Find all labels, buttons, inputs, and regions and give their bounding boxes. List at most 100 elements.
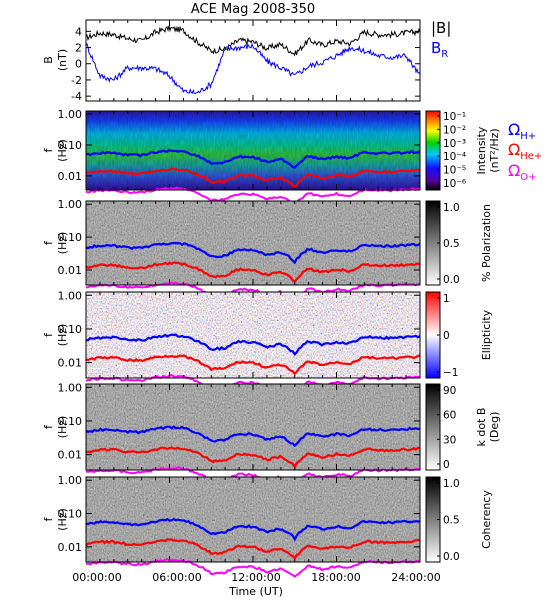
spectrogram-texture [86,384,420,470]
cyclotron-line-He-plus [85,261,421,283]
y-axis-label: f [42,240,55,245]
colorbar-title: Ellipticity [480,309,493,360]
colorbar-tick-label: 10⁻² [443,124,466,136]
cyclotron-line-H-plus [85,517,421,542]
y-tick-label: -2 [71,74,82,87]
spectrogram-ellipticity: 1.00 0.10 0.01 f (Hz) 1 0 −1 Ellipticity [42,289,493,397]
legend-cyclotron: ΩH+ΩHe+ΩO+ [508,120,542,183]
y-tick-label: 1.00 [58,381,83,394]
cyclotron-line-He-plus [85,167,421,189]
cyclotron-line-H-plus [85,241,421,265]
spectrogram-polarization: 1.00 0.10 0.01 f (Hz) 1.0 0.5 0.0 % Polarization [42,198,493,301]
colorbar-subtitle: (Deg) [488,412,501,443]
spectrogram-texture [86,477,420,562]
panel-b-bg [86,20,420,101]
y-tick-label: 0.10 [58,139,83,152]
y-axis-unit: (Hz) [56,232,69,255]
colorbar-tick-label: 0 [443,459,450,471]
y-tick-label: 0.01 [58,170,83,183]
colorbar-title: % Polarization [480,204,493,282]
legend-entry-O-plus: ΩO+ [508,161,536,183]
y-tick-label: 1.00 [58,198,83,211]
y-tick-label: 1.00 [58,289,83,302]
spectrogram-kdotb: 1.00 0.10 0.01 f (Hz) 90 60 30 0 k dot B (Deg) [42,381,501,487]
colorbar-tick-label: 10⁻³ [443,138,466,150]
colorbar-tick-label: 0.5 [443,238,460,250]
chart-title: ACE Mag 2008-350 [191,2,315,17]
panels: 420-2-4B (nT)1.000.100.01f (Hz)10⁻¹10⁻²10⁻… [42,19,501,578]
axes [85,20,421,562]
colorbar-tick-label: 10⁻⁶ [443,178,466,190]
colorbar-tick-label: 10⁻¹ [443,111,466,123]
spectrogram-texture [86,111,420,190]
y-tick-label: 1.00 [58,108,83,121]
y-axis-unit: (Hz) [56,416,69,439]
colorbar-tick-label: 10⁻⁴ [443,151,466,163]
cyclotron-line-H-plus [85,333,421,357]
cyclotron-line-H-plus [85,148,421,169]
legend-entry-b-r: BR [431,39,448,60]
y-tick-label: -4 [71,90,82,103]
y-tick-label: 4 [75,25,82,38]
spectrogram-texture [86,292,420,378]
colorbar-tick-label: 0.0 [443,274,460,286]
x-tick-label: 00:00:00 [72,571,121,584]
y-tick-label: 0.01 [58,541,83,554]
series-line-b-r [85,42,421,95]
spectrogram-intensity: 1.00 0.10 0.01 f (Hz) 10⁻¹10⁻² 10⁻³10⁻⁴ 10⁻⁵10⁻… [42,108,501,206]
colorbar-tick-label: 90 [443,385,456,397]
x-tick-label: 24:00:00 [391,571,440,584]
colorbar-tick-label: 60 [443,410,456,422]
colorbar [425,383,441,471]
y-tick-label: 0.10 [58,508,83,521]
legend-entry-H-plus: ΩH+ [508,120,536,142]
legend-entry-b-mag: |B| [431,19,451,37]
y-axis-label: f [42,147,55,152]
legend-b: |B| BR [431,19,451,60]
x-tick-label: 18:00:00 [311,571,360,584]
colorbar-tick-label: 10⁻⁵ [443,165,466,177]
colorbar-tick-label: 0.0 [443,551,460,563]
colorbar-tick-label: 0 [443,330,450,342]
cyclotron-line-He-plus [85,538,421,561]
y-tick-label: 0.10 [58,323,83,336]
y-tick-label: 0.10 [58,415,83,428]
series-line-b-mag [85,25,421,57]
colorbar-tick-label: −1 [443,367,458,379]
y-tick-label: 1.00 [58,474,83,487]
x-axis-label: Time (UT) [228,585,283,598]
colorbar-subtitle: (nT²/Hz) [488,128,501,172]
colorbar-tick-label: 1.0 [443,478,460,490]
x-tick-label: 06:00:00 [152,571,201,584]
colorbar-tick-label: 1.0 [443,202,460,214]
legend-entry-He-plus: ΩHe+ [508,140,542,162]
y-axis-label: f [42,332,55,337]
y-tick-label: 2 [75,42,82,55]
y-tick-label: 0.01 [58,264,83,277]
cyclotron-line-H-plus [85,425,421,448]
cyclotron-line-He-plus [85,354,421,376]
y-axis-unit: (Hz) [56,508,69,531]
x-tick-label: 12:00:00 [231,571,280,584]
colorbar-tick-label: 1 [443,293,450,305]
panel-b: 4 2 0 -2 -4 B (nT) [42,19,421,103]
colorbar-title: Coherency [480,490,493,549]
colorbar-title: Intensity [475,126,488,174]
x-axis: 00:00:00 06:00:00 12:00:00 18:00:00 24:0… [72,571,440,598]
colorbar-tick-label: 30 [443,434,456,446]
y-axis-label: f [42,424,55,429]
cyclotron-line-He-plus [85,446,421,470]
colorbar [425,110,441,191]
y-tick-label: 0 [75,58,82,71]
spectrogram-texture [86,201,420,285]
y-axis-label: f [42,516,55,521]
colorbar-tick-label: 0.5 [443,515,460,527]
y-axis-label: B [42,56,55,64]
colorbar-title: k dot B [475,408,488,447]
y-tick-label: 0.01 [58,357,83,370]
y-axis-unit: (Hz) [56,324,69,347]
y-tick-label: 0.01 [58,449,83,462]
y-axis-unit: (nT) [56,49,69,71]
spectrogram-coherency: 1.00 0.10 0.01 f (Hz) 1.0 0.5 0.0 Coherency [42,474,493,578]
